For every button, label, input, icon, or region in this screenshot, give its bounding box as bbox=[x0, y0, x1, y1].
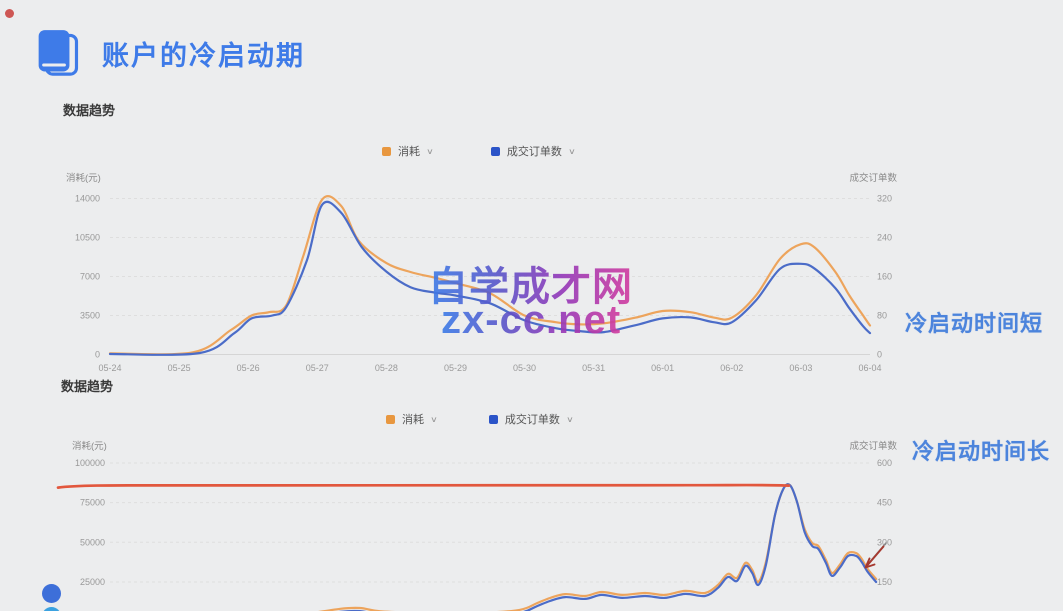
legend-swatch-blue bbox=[490, 146, 500, 156]
y-tick: 3500 bbox=[80, 311, 100, 321]
y-tick: 75000 bbox=[80, 498, 105, 508]
page-title: 账户的冷启动期 bbox=[102, 40, 305, 71]
header: 账户的冷启动期 bbox=[36, 28, 305, 78]
legend-item-orders[interactable]: 成交订单数 ∨ bbox=[490, 143, 576, 159]
y-tick: 240 bbox=[877, 233, 892, 243]
annotation-flat-line bbox=[56, 483, 791, 489]
y-tick: 7000 bbox=[80, 272, 100, 282]
watermark-url: zx-cc.net bbox=[441, 298, 622, 342]
x-tick: 05-31 bbox=[582, 363, 605, 373]
floating-dot-button-1[interactable] bbox=[42, 584, 61, 603]
annotation-arrow-icon bbox=[864, 542, 887, 569]
legend-chart1: 消耗 ∨ 成交订单数 ∨ bbox=[382, 143, 576, 159]
chevron-down-icon[interactable]: ∨ bbox=[430, 414, 438, 424]
chevron-down-icon[interactable]: ∨ bbox=[567, 146, 576, 156]
y-tick: 25000 bbox=[80, 577, 105, 587]
y-tick: 320 bbox=[877, 194, 892, 204]
recording-dot-icon bbox=[5, 9, 14, 18]
x-tick: 05-24 bbox=[98, 363, 121, 373]
x-tick: 06-01 bbox=[651, 363, 674, 373]
y-tick: 80 bbox=[877, 311, 887, 321]
y-tick: 100000 bbox=[75, 458, 105, 468]
legend-item-orders[interactable]: 成交订单数 ∨ bbox=[488, 411, 574, 427]
legend-item-consumption[interactable]: 消耗 ∨ bbox=[382, 143, 434, 159]
section-label-chart1: 数据趋势 bbox=[63, 103, 116, 118]
y-tick: 150 bbox=[877, 577, 892, 587]
y-tick: 300 bbox=[877, 537, 892, 547]
y-tick: 0 bbox=[95, 350, 100, 360]
chart2-left-axis-title: 消耗(元) bbox=[72, 440, 107, 452]
book-icon bbox=[38, 30, 79, 76]
y-tick: 600 bbox=[877, 458, 892, 468]
legend-label: 成交订单数 bbox=[504, 414, 560, 426]
watermark-text: 自学成才网 bbox=[428, 254, 633, 312]
floating-dot-button-2[interactable] bbox=[42, 607, 61, 611]
chevron-down-icon[interactable]: ∨ bbox=[565, 414, 574, 424]
chart1-right-axis-title: 成交订单数 bbox=[849, 172, 897, 184]
legend-swatch-orange bbox=[382, 146, 391, 156]
chart1-gridlines bbox=[110, 198, 870, 355]
legend-item-consumption[interactable]: 消耗 ∨ bbox=[386, 411, 438, 427]
chart2-gridlines bbox=[110, 462, 870, 583]
x-tick: 06-04 bbox=[858, 363, 881, 373]
legend-label: 消耗 bbox=[398, 146, 420, 158]
x-tick: 05-26 bbox=[237, 363, 260, 373]
y-tick: 0 bbox=[877, 350, 882, 360]
series-line-orders-chart1 bbox=[108, 200, 872, 356]
chevron-down-icon[interactable]: ∨ bbox=[426, 146, 434, 156]
chart1-left-axis-title: 消耗(元) bbox=[66, 172, 101, 184]
y-tick: 14000 bbox=[75, 194, 100, 204]
series-line-orders-chart2 bbox=[338, 483, 878, 611]
y-tick: 160 bbox=[877, 272, 892, 282]
legend-label: 消耗 bbox=[402, 414, 424, 426]
x-tick: 05-29 bbox=[444, 363, 467, 373]
x-tick: 05-30 bbox=[513, 363, 536, 373]
legend-label: 成交订单数 bbox=[506, 146, 562, 158]
x-tick: 05-28 bbox=[375, 363, 398, 373]
series-line-consumption-chart2 bbox=[318, 483, 878, 611]
x-tick: 05-27 bbox=[306, 363, 329, 373]
section-label-chart2: 数据趋势 bbox=[61, 379, 114, 394]
annotation-cold-start-short: 冷启动时间短 bbox=[905, 311, 1044, 336]
annotation-cold-start-long: 冷启动时间长 bbox=[912, 439, 1051, 464]
legend-chart2: 消耗 ∨ 成交订单数 ∨ bbox=[386, 411, 574, 427]
y-tick: 10500 bbox=[75, 233, 100, 243]
x-tick: 05-25 bbox=[168, 363, 191, 373]
y-tick: 50000 bbox=[80, 537, 105, 547]
chart2-right-axis-title: 成交订单数 bbox=[849, 440, 897, 452]
y-tick: 450 bbox=[877, 498, 892, 508]
legend-swatch-orange bbox=[386, 414, 395, 424]
x-tick: 06-03 bbox=[789, 363, 812, 373]
legend-swatch-blue bbox=[488, 414, 498, 424]
x-tick: 06-02 bbox=[720, 363, 743, 373]
